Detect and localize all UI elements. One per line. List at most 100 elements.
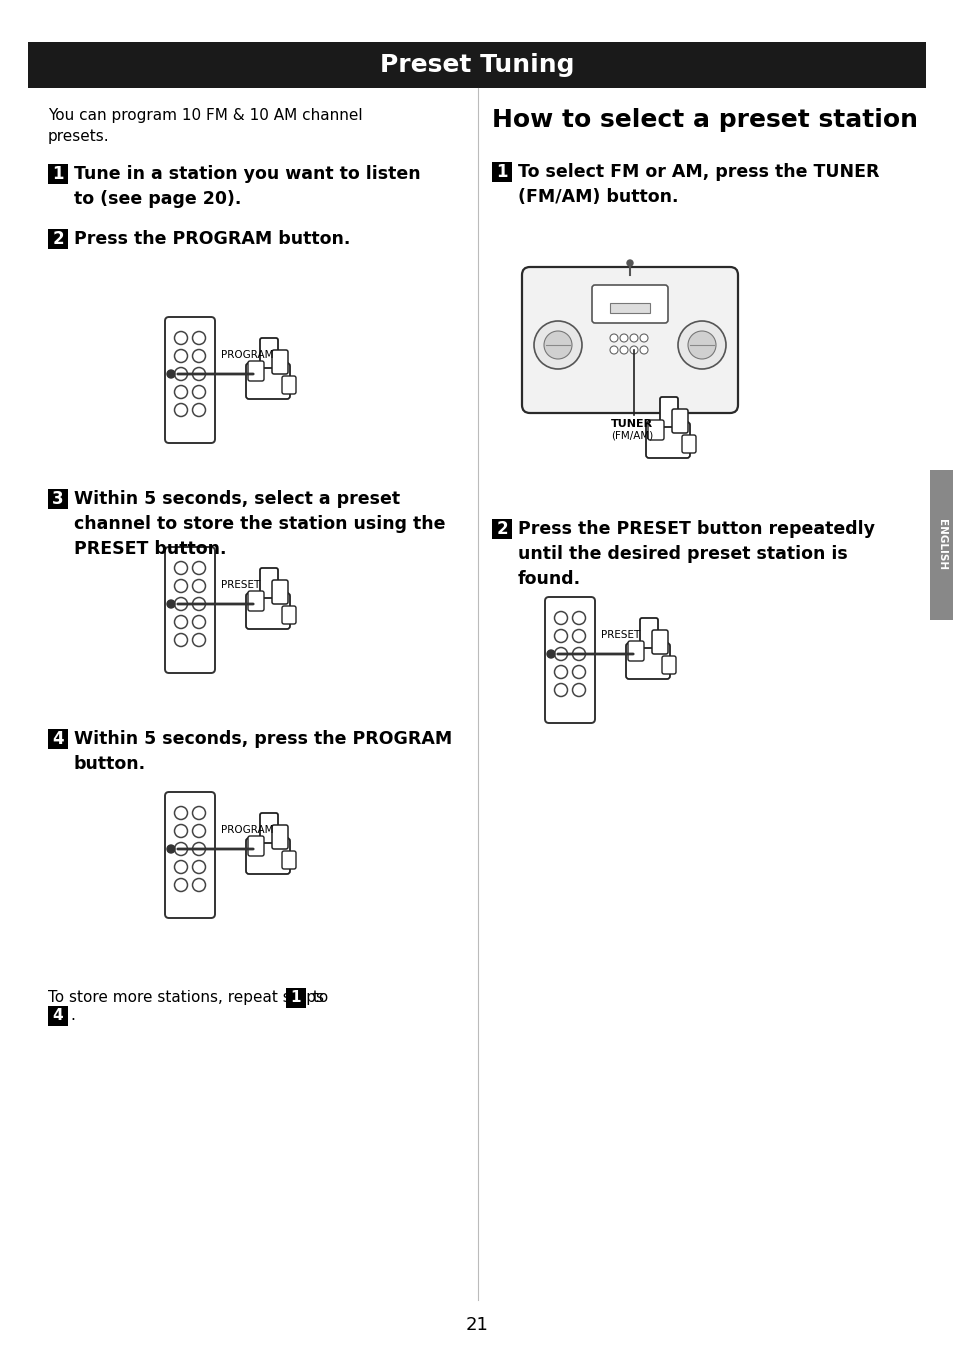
Circle shape <box>167 600 174 608</box>
Circle shape <box>174 367 188 381</box>
Circle shape <box>174 634 188 646</box>
Circle shape <box>167 370 174 378</box>
Circle shape <box>174 332 188 344</box>
FancyBboxPatch shape <box>639 618 658 648</box>
Text: You can program 10 FM & 10 AM channel
presets.: You can program 10 FM & 10 AM channel pr… <box>48 108 362 144</box>
Bar <box>48 229 68 249</box>
Circle shape <box>193 367 205 381</box>
Circle shape <box>639 333 647 341</box>
Circle shape <box>174 806 188 820</box>
Text: PROGRAM: PROGRAM <box>221 825 274 835</box>
Text: 2: 2 <box>496 520 507 538</box>
FancyBboxPatch shape <box>260 337 277 369</box>
Circle shape <box>609 333 618 341</box>
Circle shape <box>572 630 585 642</box>
Bar <box>48 729 68 749</box>
FancyBboxPatch shape <box>625 644 669 679</box>
FancyBboxPatch shape <box>651 630 667 654</box>
Text: Within 5 seconds, select a preset
channel to store the station using the
PRESET : Within 5 seconds, select a preset channe… <box>74 491 445 558</box>
FancyBboxPatch shape <box>627 641 643 661</box>
FancyBboxPatch shape <box>272 350 288 374</box>
Circle shape <box>619 346 627 354</box>
Text: To store more stations, repeat steps: To store more stations, repeat steps <box>48 991 329 1005</box>
Text: PRESET: PRESET <box>600 630 639 640</box>
FancyBboxPatch shape <box>681 435 696 453</box>
Text: .: . <box>70 1008 74 1023</box>
Circle shape <box>619 333 627 341</box>
Circle shape <box>174 404 188 416</box>
FancyBboxPatch shape <box>248 591 264 611</box>
FancyBboxPatch shape <box>647 420 663 440</box>
Circle shape <box>572 665 585 679</box>
Circle shape <box>174 860 188 874</box>
Text: ENGLISH: ENGLISH <box>936 519 946 570</box>
FancyBboxPatch shape <box>544 598 595 724</box>
Circle shape <box>193 598 205 611</box>
Circle shape <box>554 683 567 696</box>
Text: PRESET: PRESET <box>221 580 260 589</box>
Text: 21: 21 <box>465 1316 488 1335</box>
FancyBboxPatch shape <box>165 793 214 917</box>
Circle shape <box>626 260 633 266</box>
Circle shape <box>687 331 716 359</box>
FancyBboxPatch shape <box>165 317 214 443</box>
Bar <box>48 1005 68 1026</box>
Text: PROGRAM: PROGRAM <box>221 350 274 360</box>
FancyBboxPatch shape <box>246 837 290 874</box>
FancyBboxPatch shape <box>282 375 295 394</box>
Text: Tune in a station you want to listen
to (see page 20).: Tune in a station you want to listen to … <box>74 165 420 209</box>
Circle shape <box>193 634 205 646</box>
Text: How to select a preset station: How to select a preset station <box>492 108 917 131</box>
FancyBboxPatch shape <box>260 568 277 598</box>
Circle shape <box>629 346 638 354</box>
Circle shape <box>534 321 581 369</box>
FancyBboxPatch shape <box>282 606 295 625</box>
FancyBboxPatch shape <box>246 593 290 629</box>
FancyBboxPatch shape <box>248 360 264 381</box>
Circle shape <box>193 860 205 874</box>
Bar <box>286 988 306 1008</box>
FancyBboxPatch shape <box>659 397 678 427</box>
Text: to: to <box>308 991 328 1005</box>
FancyBboxPatch shape <box>592 285 667 322</box>
Circle shape <box>193 615 205 629</box>
FancyBboxPatch shape <box>521 267 738 413</box>
FancyBboxPatch shape <box>165 547 214 673</box>
Circle shape <box>554 665 567 679</box>
Bar <box>609 304 649 313</box>
Bar <box>48 489 68 509</box>
Circle shape <box>546 650 555 659</box>
FancyBboxPatch shape <box>246 363 290 398</box>
Circle shape <box>572 648 585 660</box>
Bar <box>492 519 512 539</box>
Bar <box>48 164 68 184</box>
Circle shape <box>554 611 567 625</box>
Text: 1: 1 <box>496 163 507 182</box>
Text: (FM/AM): (FM/AM) <box>610 431 653 440</box>
Circle shape <box>193 332 205 344</box>
Text: 2: 2 <box>52 230 64 248</box>
FancyBboxPatch shape <box>671 409 687 434</box>
Text: 1: 1 <box>291 991 301 1005</box>
FancyBboxPatch shape <box>272 580 288 604</box>
Text: 3: 3 <box>52 491 64 508</box>
Circle shape <box>193 806 205 820</box>
Circle shape <box>193 404 205 416</box>
Circle shape <box>193 843 205 855</box>
Circle shape <box>193 386 205 398</box>
Circle shape <box>174 615 188 629</box>
Circle shape <box>174 824 188 837</box>
Circle shape <box>174 350 188 363</box>
Bar <box>28 42 925 88</box>
Circle shape <box>193 580 205 592</box>
Text: 4: 4 <box>52 730 64 748</box>
Circle shape <box>167 846 174 854</box>
Circle shape <box>174 878 188 892</box>
Circle shape <box>174 580 188 592</box>
Circle shape <box>543 331 572 359</box>
FancyBboxPatch shape <box>282 851 295 869</box>
Circle shape <box>193 824 205 837</box>
Text: To select FM or AM, press the TUNER
(FM/AM) button.: To select FM or AM, press the TUNER (FM/… <box>517 163 879 206</box>
Text: Within 5 seconds, press the PROGRAM
button.: Within 5 seconds, press the PROGRAM butt… <box>74 730 452 772</box>
FancyBboxPatch shape <box>272 825 288 850</box>
